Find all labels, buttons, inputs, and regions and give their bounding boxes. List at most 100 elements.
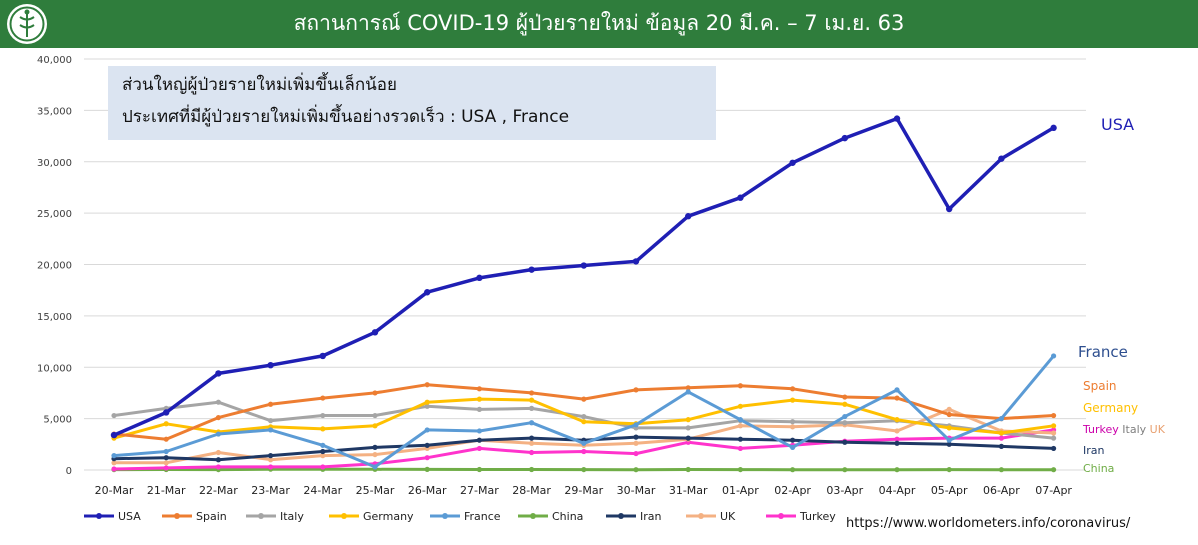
data-point-germany [790,397,796,403]
data-point-italy [790,419,796,425]
series-annotation-uk: UK [1146,423,1166,436]
data-point-spain [946,411,952,418]
data-point-italy [372,412,378,419]
data-point-france [894,387,900,393]
data-point-spain [163,436,169,442]
data-point-usa [1050,124,1057,132]
data-point-china [476,466,482,473]
data-point-usa [476,274,483,282]
data-point-uk [268,457,274,463]
data-point-germany [372,423,378,429]
data-point-france [737,417,744,423]
data-point-iran [685,435,691,441]
data-point-spain [894,395,900,401]
data-point-france [424,427,430,433]
legend-marker-germany [341,513,347,519]
data-point-germany [529,397,535,403]
x-tick-label: 29-Mar [564,484,603,497]
data-point-germany [581,419,587,425]
data-point-china [998,467,1005,473]
data-point-spain [372,390,378,396]
data-point-turkey [476,445,482,452]
data-point-china [737,466,744,473]
data-point-usa [580,262,587,269]
series-annotation-france: France [1078,343,1128,361]
y-tick-label: 40,000 [37,55,72,66]
data-point-turkey [581,448,587,455]
data-point-iran [998,443,1005,449]
data-point-uk [894,428,900,434]
data-point-germany [894,417,900,423]
legend-marker-uk [698,513,704,519]
ministry-seal-icon [7,4,47,44]
data-point-spain [215,414,221,421]
data-point-usa [215,370,222,377]
data-point-spain [790,386,796,392]
data-point-usa [946,205,953,213]
data-point-china [894,467,900,473]
page-title: สถานการณ์ COVID-19 ผู้ป่วยรายใหม่ ข้อมูล… [293,11,905,35]
data-point-turkey [320,464,326,470]
data-point-italy [476,406,482,412]
series-annotation-spain: Spain [1083,379,1117,393]
data-point-uk [1051,430,1057,436]
series-annotation-usa: USA [1101,115,1134,134]
data-point-spain [685,385,691,391]
data-point-germany [320,426,326,432]
data-point-china [633,467,639,473]
data-point-uk [372,451,378,458]
data-point-spain [633,387,639,393]
y-tick-label: 0 [66,466,72,477]
data-point-italy [529,405,535,411]
x-tick-label: 21-Mar [147,484,186,497]
data-point-france [946,437,952,443]
data-point-spain [424,382,430,388]
y-tick-label: 25,000 [37,209,72,220]
legend-label-spain: Spain [196,510,227,523]
x-tick-label: 26-Mar [408,484,447,497]
data-point-usa [424,289,431,296]
data-point-italy [320,412,326,419]
data-point-uk [320,453,326,459]
legend-label-china: China [552,510,583,523]
data-point-turkey [215,464,221,470]
y-tick-label: 35,000 [37,106,72,117]
x-tick-label: 04-Apr [879,484,916,497]
data-point-germany [476,396,482,402]
data-point-china [529,466,535,473]
data-point-usa [685,213,692,220]
data-point-germany [424,399,430,405]
data-point-france [1051,353,1057,359]
legend-label-germany: Germany [363,510,414,523]
x-tick-label: 25-Mar [356,484,395,497]
data-point-turkey [633,450,639,457]
data-point-spain [1051,412,1057,419]
data-point-italy [215,399,221,405]
x-tick-label: 01-Apr [722,484,759,497]
y-tick-label: 5,000 [43,415,72,426]
data-point-france [790,444,796,450]
data-point-france [163,448,169,455]
data-point-turkey [163,465,169,471]
data-point-italy [268,418,274,424]
series-annotation-china: China [1083,462,1114,475]
data-point-iran [529,435,535,441]
info-line-2: ประเทศที่มีผู้ป่วยรายใหม่เพิ่มขึ้นอย่างร… [122,107,570,127]
data-point-china [1051,467,1057,473]
x-tick-label: 24-Mar [303,484,342,497]
data-point-italy [1051,435,1057,441]
data-point-spain [268,401,274,407]
legend-label-uk: UK [720,510,736,523]
data-point-uk [946,406,952,412]
data-point-iran [790,437,796,443]
data-point-china [424,466,430,472]
x-tick-label: 05-Apr [931,484,968,497]
legend-label-usa: USA [118,510,141,523]
data-point-iran [842,439,848,445]
data-point-usa [267,361,274,369]
data-point-iran [372,444,378,450]
x-tick-label: 06-Apr [983,484,1020,497]
data-point-iran [1051,445,1057,452]
y-tick-label: 10,000 [37,363,72,374]
data-point-germany [737,403,744,409]
